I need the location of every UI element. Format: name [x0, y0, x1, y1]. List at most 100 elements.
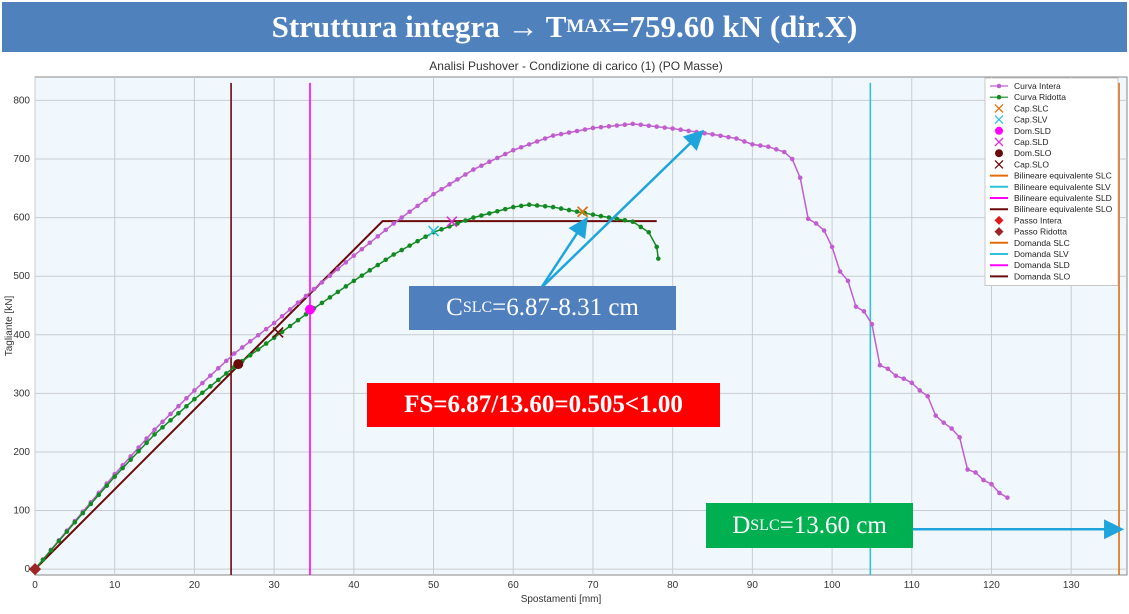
- legend-item-swatch: [996, 83, 1002, 89]
- series-curva-ridotta-point: [152, 432, 157, 437]
- series-curva-intera-point: [877, 362, 883, 368]
- series-curva-intera-point: [758, 143, 763, 148]
- series-curva-ridotta-point: [630, 219, 636, 225]
- series-curva-intera-point: [550, 133, 556, 138]
- series-curva-ridotta-point: [399, 247, 404, 253]
- safety-factor-box: FS=6.87/13.60=0.505<1.00: [367, 383, 720, 427]
- series-curva-ridotta-point: [367, 268, 373, 273]
- series-curva-intera-point: [351, 253, 357, 258]
- series-bilineare-slo: [34, 220, 657, 570]
- series-curva-intera-point: [861, 309, 867, 314]
- series-curva-intera-point: [431, 191, 436, 197]
- series-curva-intera-point: [144, 436, 149, 441]
- marker-cap-slo: [272, 326, 284, 339]
- y-tick-label: 200: [13, 447, 30, 458]
- series-curva-ridotta-point: [656, 256, 661, 261]
- legend-label: Bilineare equivalente SLV: [1014, 182, 1111, 192]
- demand-slc-subscript: SLC: [750, 516, 780, 534]
- series-curva-intera-point: [534, 139, 540, 144]
- series-curva-intera-point: [471, 167, 476, 172]
- y-tick-label: 100: [13, 506, 30, 517]
- series-curva-intera-point: [885, 366, 891, 372]
- series-curva-intera-point: [622, 122, 628, 127]
- series-curva-intera-point: [255, 332, 261, 338]
- series-curva-intera-point: [773, 147, 779, 152]
- series-curva-ridotta-point: [335, 289, 341, 295]
- series-curva-intera-point: [957, 435, 962, 440]
- series-curva-intera-point: [710, 132, 715, 137]
- banner-title-subscript: MAX: [566, 16, 612, 37]
- series-curva-intera-point: [295, 300, 301, 305]
- series-curva-ridotta-point: [64, 529, 70, 534]
- series-curva-ridotta-point: [112, 474, 118, 479]
- legend-label: Bilineare equivalente SLO: [1014, 204, 1113, 214]
- series-curva-ridotta-point: [407, 243, 412, 248]
- series-curva-intera-point: [502, 151, 508, 157]
- series-curva-intera-point: [598, 124, 604, 130]
- series-curva-ridotta-point: [88, 501, 94, 507]
- series-curva-intera-point: [239, 345, 245, 350]
- series-curva-intera-point: [678, 127, 683, 133]
- series-curva-intera-point: [845, 278, 851, 284]
- series-curva-intera-point: [271, 320, 277, 326]
- series-curva-ridotta-point: [160, 425, 165, 430]
- series-curva-ridotta-point: [263, 341, 269, 346]
- x-tick-label: 30: [269, 580, 281, 591]
- header-banner: Struttura integra → T MAX =759.60 kN (dir…: [2, 2, 1127, 52]
- legend-box: [984, 77, 1119, 287]
- series-curva-intera-point: [399, 215, 404, 220]
- series-curva-intera-point: [670, 126, 675, 131]
- series-curva-intera-point: [750, 142, 755, 147]
- series-curva-ridotta-point: [391, 252, 396, 257]
- legend-label: Domanda SLO: [1014, 271, 1071, 281]
- series-curva-ridotta-point: [558, 206, 564, 211]
- series-curva-ridotta-point: [343, 284, 349, 289]
- series-curva-intera-point: [208, 373, 213, 378]
- series-curva-intera-point: [231, 351, 237, 356]
- marker-cap-slv: [427, 225, 440, 237]
- series-curva-intera-point: [718, 133, 723, 139]
- y-tick-label: 600: [13, 213, 30, 224]
- series-curva-intera-point: [630, 121, 636, 127]
- series-curva-ridotta-point: [56, 538, 62, 544]
- y-axis-label: Tagliante [kN]: [4, 295, 15, 356]
- series-curva-intera-point: [734, 136, 739, 141]
- series-curva-intera-point: [789, 156, 795, 162]
- capacity-slc-value: =6.87-8.31 cm: [492, 294, 639, 321]
- series-curva-ridotta-point: [566, 207, 572, 213]
- series-curva-intera-point: [574, 128, 580, 134]
- series-curva-ridotta-point: [327, 295, 333, 300]
- series-curva-ridotta-point: [526, 202, 532, 208]
- series-curva-intera-point: [447, 182, 452, 187]
- series-curva-intera-point: [479, 163, 484, 169]
- series-curva-ridotta-point: [200, 390, 205, 396]
- series-curva-ridotta-point: [502, 206, 508, 212]
- series-curva-intera-point: [455, 177, 460, 182]
- series-curva-intera-point: [726, 134, 731, 140]
- series-curva-ridotta-point: [192, 396, 197, 402]
- demand-slc-value: =13.60 cm: [779, 511, 887, 539]
- series-curva-ridotta-point: [606, 215, 612, 220]
- series-curva-intera-point: [510, 147, 516, 153]
- series-curva-intera-point: [949, 426, 954, 431]
- legend-label: Bilineare equivalente SLD: [1014, 193, 1112, 203]
- legend-label: Curva Intera: [1014, 81, 1061, 91]
- series-curva-ridotta-point: [104, 483, 110, 489]
- series-curva-intera-point: [439, 186, 444, 192]
- marker-passo-ridotta: [29, 563, 41, 576]
- series-curva-intera-point: [423, 197, 428, 203]
- series-curva-intera-point: [654, 124, 660, 129]
- y-tick-label: 700: [13, 154, 30, 165]
- series-curva-intera-point: [359, 246, 365, 252]
- series-curva-ridotta-point: [184, 403, 189, 409]
- series-curva-intera-point: [805, 216, 811, 222]
- series-curva-ridotta-point: [550, 204, 556, 210]
- chart-title: Analisi Pushover - Condizione di carico …: [429, 59, 722, 73]
- series-curva-ridotta-point: [375, 262, 381, 268]
- series-curva-intera-point: [909, 380, 915, 386]
- legend-label: Domanda SLD: [1014, 260, 1070, 270]
- x-tick-label: 100: [824, 580, 841, 591]
- x-tick-label: 10: [109, 580, 121, 591]
- series-curva-intera-point: [853, 304, 859, 309]
- series-curva-ridotta-point: [351, 278, 357, 284]
